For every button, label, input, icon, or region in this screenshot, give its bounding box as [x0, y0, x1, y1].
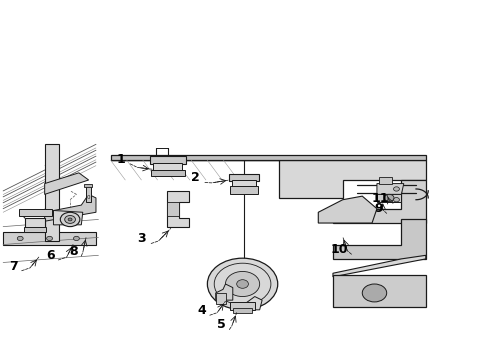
Bar	[150, 156, 186, 164]
Bar	[84, 184, 92, 187]
Circle shape	[225, 271, 260, 297]
Bar	[216, 293, 226, 304]
Text: 6: 6	[46, 249, 54, 262]
Polygon shape	[216, 284, 233, 300]
Text: 10: 10	[330, 243, 347, 256]
Text: 4: 4	[197, 304, 206, 317]
Text: 2: 2	[191, 171, 200, 184]
Text: 0: 0	[86, 195, 90, 201]
Polygon shape	[111, 160, 426, 198]
Bar	[167, 202, 179, 216]
Bar	[19, 210, 51, 216]
Circle shape	[47, 236, 52, 240]
Bar	[86, 185, 91, 202]
Bar	[153, 163, 182, 171]
Bar	[3, 232, 96, 244]
Polygon shape	[333, 180, 426, 223]
Text: 1: 1	[117, 153, 125, 166]
Polygon shape	[377, 184, 404, 194]
Bar	[232, 180, 256, 187]
Text: 7: 7	[9, 260, 18, 273]
Polygon shape	[45, 194, 96, 221]
Text: 11: 11	[371, 192, 389, 205]
Polygon shape	[333, 220, 426, 259]
Text: 9: 9	[374, 202, 383, 215]
Circle shape	[393, 187, 399, 191]
Polygon shape	[45, 173, 89, 194]
Bar	[333, 275, 426, 307]
Bar	[229, 174, 259, 181]
Text: 5: 5	[217, 318, 225, 331]
Polygon shape	[111, 155, 426, 160]
Polygon shape	[377, 194, 401, 202]
Polygon shape	[318, 196, 377, 223]
Bar	[45, 144, 59, 241]
Circle shape	[60, 212, 80, 226]
Circle shape	[237, 280, 248, 288]
Circle shape	[384, 194, 394, 202]
Bar	[230, 302, 255, 310]
Bar	[25, 219, 45, 228]
Polygon shape	[243, 297, 262, 310]
Bar	[230, 186, 258, 194]
Circle shape	[74, 236, 79, 240]
Bar	[233, 309, 252, 313]
Circle shape	[362, 284, 387, 302]
Circle shape	[65, 216, 75, 224]
Polygon shape	[379, 177, 392, 184]
Bar	[151, 170, 185, 176]
Text: 3: 3	[138, 232, 147, 245]
Bar	[24, 226, 46, 232]
Circle shape	[68, 218, 72, 221]
Circle shape	[207, 258, 278, 310]
Polygon shape	[333, 255, 426, 277]
Circle shape	[393, 198, 399, 202]
Circle shape	[17, 236, 23, 240]
Polygon shape	[53, 211, 83, 225]
Polygon shape	[167, 191, 189, 226]
Text: 8: 8	[69, 245, 77, 258]
